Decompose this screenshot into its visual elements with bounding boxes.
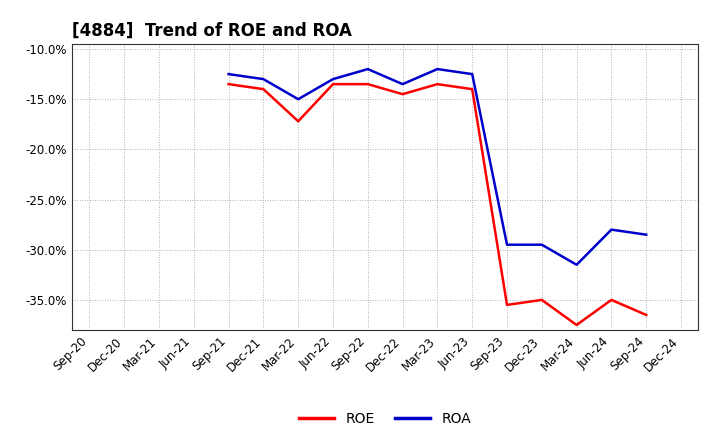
ROA	[328, 77, 337, 82]
ROE	[294, 119, 302, 124]
ROA	[503, 242, 511, 247]
ROE	[398, 92, 407, 97]
ROA	[433, 66, 442, 72]
ROE	[468, 87, 477, 92]
ROE	[607, 297, 616, 303]
ROA	[398, 81, 407, 87]
ROA	[294, 96, 302, 102]
ROE	[225, 81, 233, 87]
ROE	[642, 312, 651, 318]
ROE	[572, 323, 581, 328]
Text: [4884]  Trend of ROE and ROA: [4884] Trend of ROE and ROA	[72, 22, 352, 40]
ROA	[364, 66, 372, 72]
ROA	[225, 71, 233, 77]
ROE	[364, 81, 372, 87]
ROE	[503, 302, 511, 308]
ROA	[642, 232, 651, 237]
ROE	[328, 81, 337, 87]
ROE	[537, 297, 546, 303]
ROA	[537, 242, 546, 247]
ROA	[607, 227, 616, 232]
ROE	[433, 81, 442, 87]
ROA	[572, 262, 581, 268]
ROE	[259, 87, 268, 92]
Legend: ROE, ROA: ROE, ROA	[294, 407, 477, 432]
ROA	[259, 77, 268, 82]
ROA	[468, 71, 477, 77]
Line: ROE: ROE	[229, 84, 647, 325]
Line: ROA: ROA	[229, 69, 647, 265]
